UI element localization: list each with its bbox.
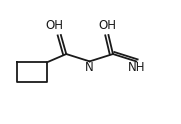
- Text: OH: OH: [99, 19, 117, 32]
- Text: OH: OH: [46, 19, 64, 32]
- Text: N: N: [85, 61, 94, 74]
- Text: NH: NH: [128, 61, 145, 74]
